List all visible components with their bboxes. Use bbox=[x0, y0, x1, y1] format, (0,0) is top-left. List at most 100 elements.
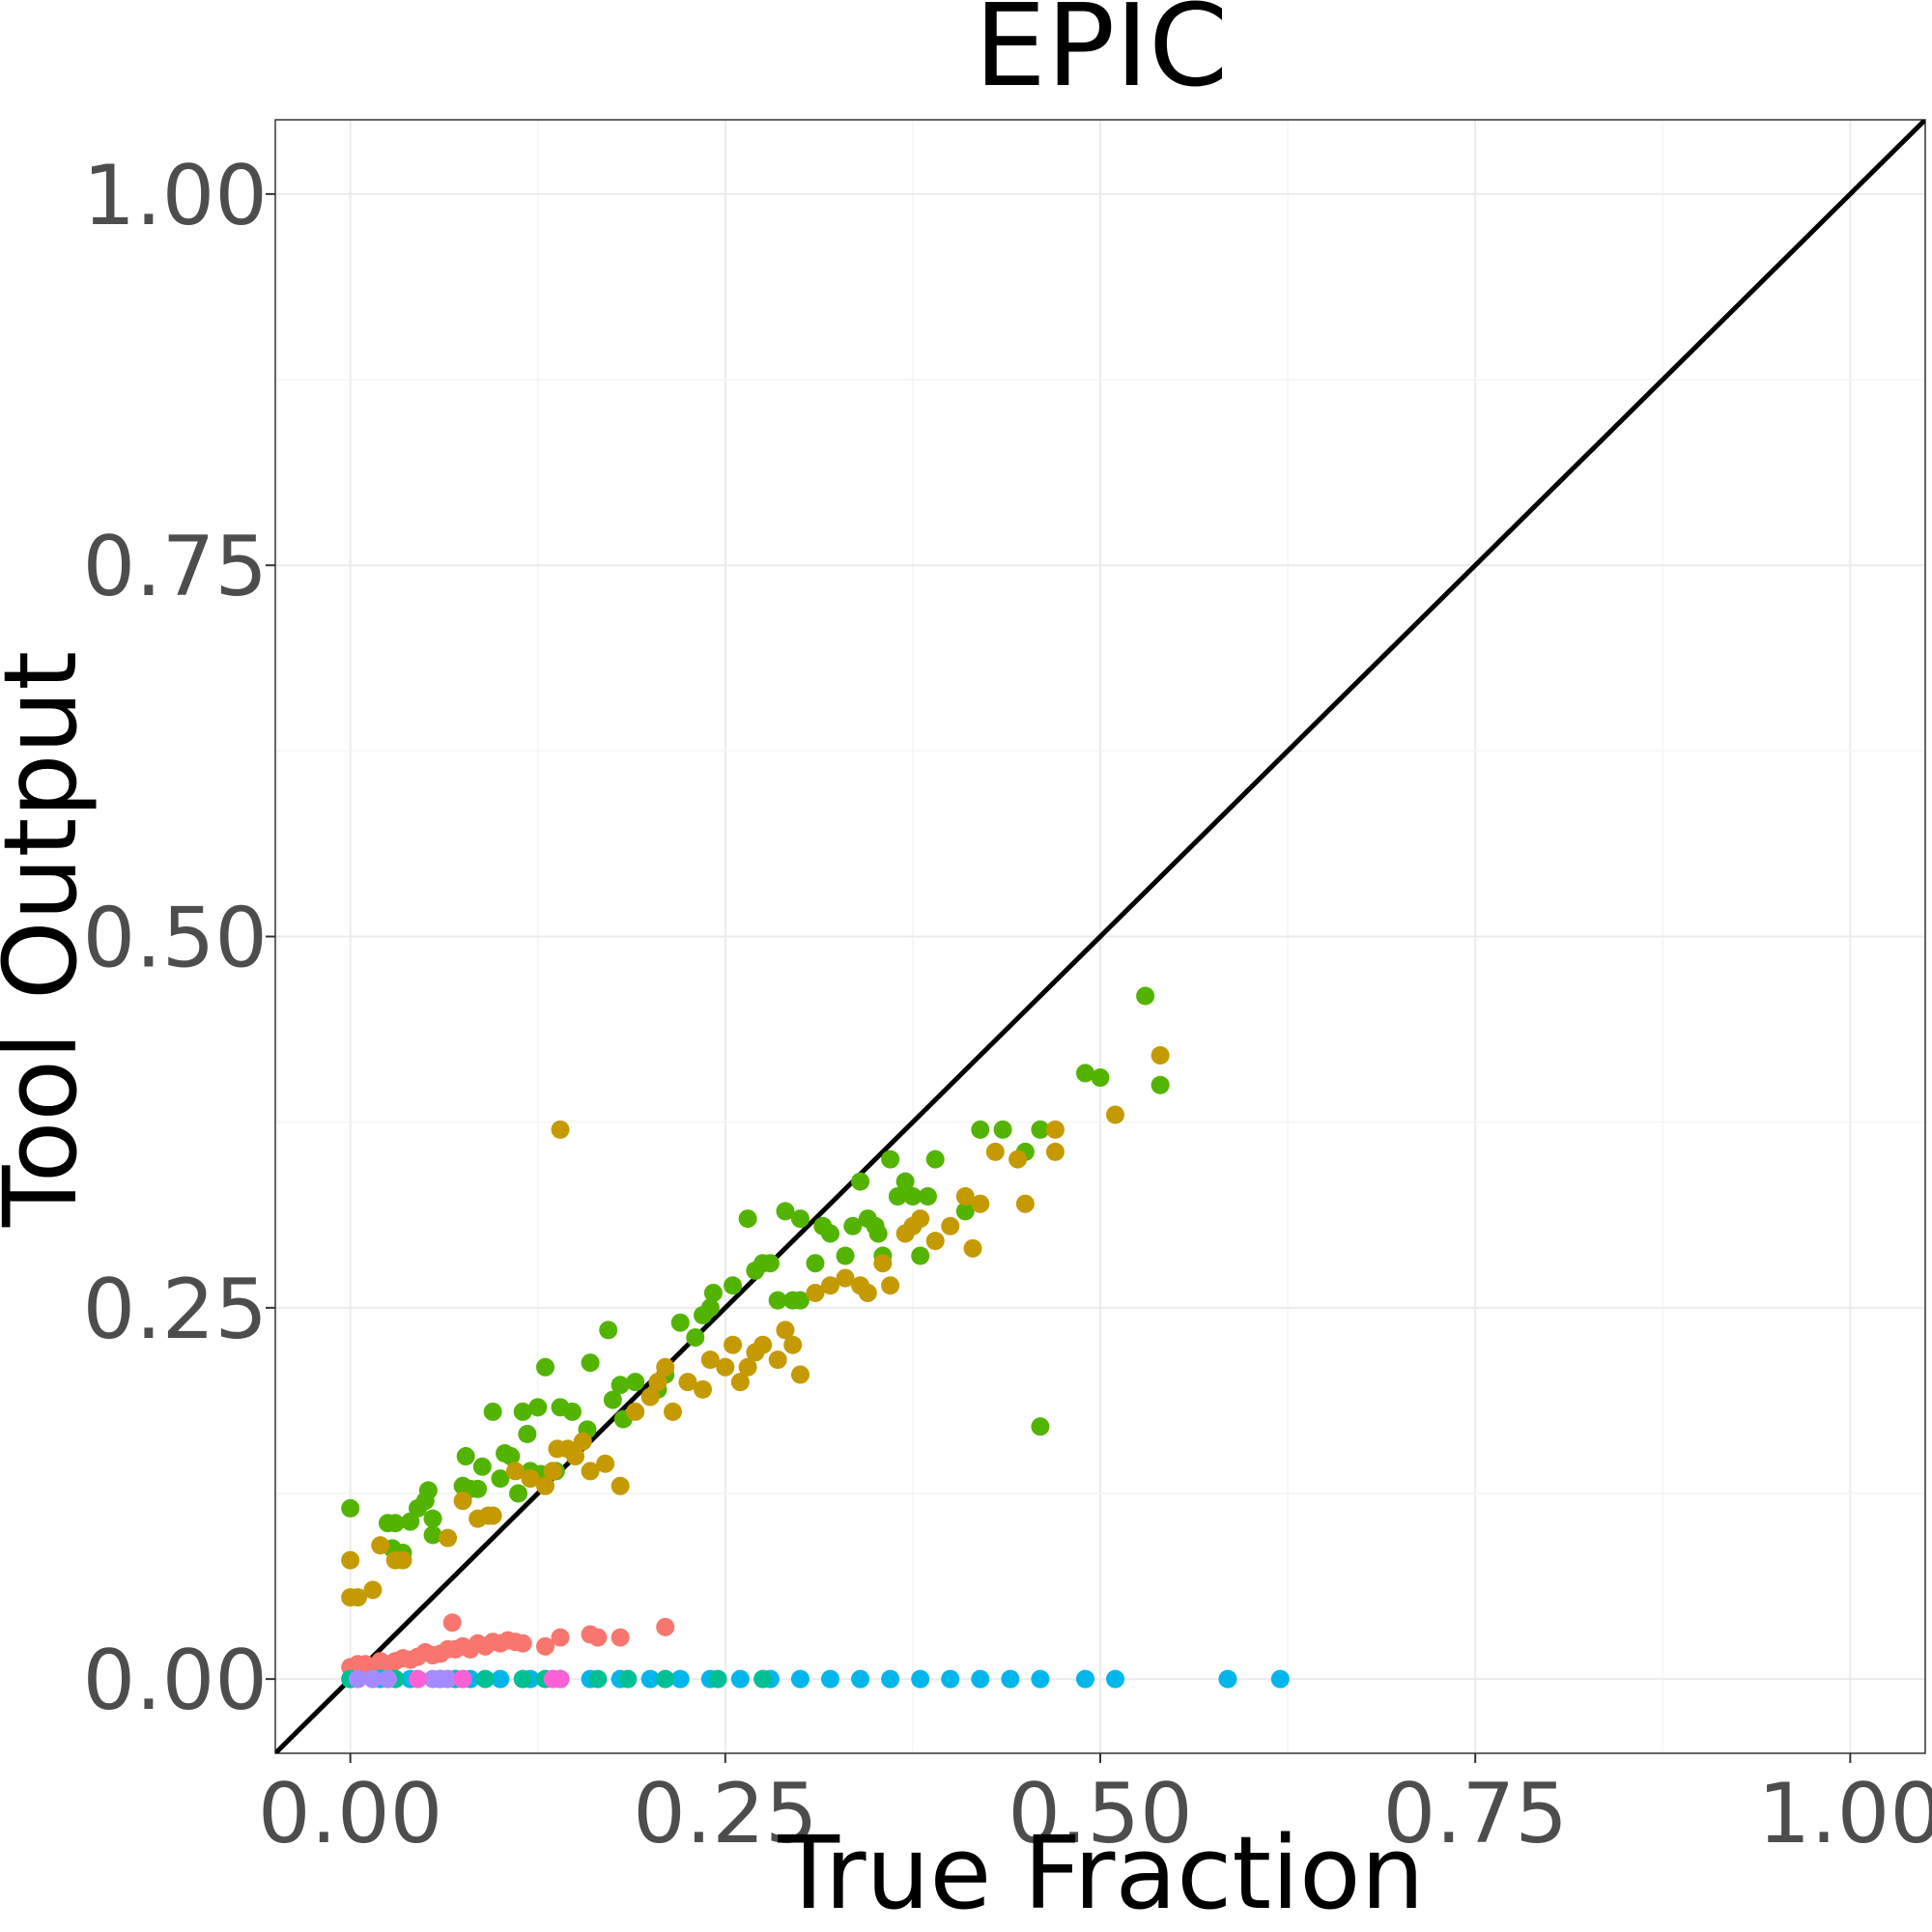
data-point bbox=[513, 1634, 532, 1653]
data-point bbox=[971, 1194, 990, 1213]
data-point bbox=[881, 1276, 900, 1295]
data-point bbox=[401, 1512, 420, 1531]
data-point bbox=[851, 1172, 870, 1191]
data-point bbox=[528, 1398, 548, 1417]
data-point bbox=[618, 1669, 638, 1689]
data-point bbox=[821, 1669, 840, 1689]
data-point bbox=[393, 1550, 412, 1570]
data-point bbox=[566, 1447, 585, 1466]
data-point bbox=[475, 1669, 495, 1689]
data-point bbox=[768, 1350, 787, 1370]
x-tick-label: 1.00 bbox=[1758, 1766, 1932, 1862]
data-point bbox=[509, 1484, 528, 1503]
data-point bbox=[453, 1492, 472, 1511]
x-axis-label: True Fraction bbox=[777, 1814, 1424, 1932]
data-point bbox=[868, 1224, 888, 1243]
x-tick-label: 0.25 bbox=[633, 1766, 817, 1862]
data-point bbox=[738, 1357, 757, 1377]
data-point bbox=[371, 1536, 390, 1555]
data-point bbox=[703, 1283, 723, 1302]
data-point bbox=[1045, 1120, 1065, 1139]
data-point bbox=[472, 1457, 492, 1476]
data-point bbox=[716, 1357, 735, 1377]
chart-title: EPIC bbox=[975, 0, 1229, 112]
data-point bbox=[418, 1481, 438, 1500]
data-point bbox=[790, 1365, 810, 1384]
data-point bbox=[1091, 1068, 1110, 1088]
data-point bbox=[348, 1669, 367, 1689]
x-tick-label: 0.00 bbox=[258, 1766, 442, 1862]
x-tick-label: 0.50 bbox=[1008, 1766, 1192, 1862]
data-point bbox=[551, 1120, 570, 1139]
data-point bbox=[640, 1387, 660, 1406]
data-point bbox=[513, 1669, 532, 1689]
y-tick-label: 0.50 bbox=[83, 891, 268, 987]
data-point bbox=[378, 1669, 397, 1689]
data-point bbox=[881, 1150, 900, 1169]
data-point bbox=[806, 1283, 825, 1302]
data-point bbox=[881, 1669, 900, 1689]
data-point bbox=[836, 1268, 855, 1288]
data-point bbox=[918, 1187, 937, 1207]
data-point bbox=[535, 1357, 554, 1377]
data-point bbox=[1270, 1669, 1290, 1689]
data-point bbox=[513, 1402, 532, 1421]
data-point bbox=[596, 1454, 615, 1473]
data-point bbox=[686, 1328, 705, 1348]
data-point bbox=[821, 1224, 840, 1243]
data-points bbox=[341, 986, 1290, 1689]
data-point bbox=[895, 1172, 915, 1191]
data-point bbox=[724, 1335, 743, 1354]
data-point bbox=[1031, 1417, 1050, 1436]
data-point bbox=[483, 1506, 502, 1525]
y-tick-label: 0.75 bbox=[83, 519, 268, 615]
data-point bbox=[603, 1390, 622, 1409]
data-point bbox=[626, 1402, 645, 1421]
data-point bbox=[363, 1669, 383, 1689]
data-point bbox=[1075, 1669, 1094, 1689]
data-point bbox=[505, 1462, 525, 1481]
data-point bbox=[442, 1613, 462, 1633]
data-point bbox=[963, 1238, 982, 1258]
data-point bbox=[911, 1669, 930, 1689]
data-point bbox=[790, 1209, 810, 1229]
data-point bbox=[790, 1669, 810, 1689]
data-point bbox=[783, 1335, 803, 1354]
data-point bbox=[1001, 1669, 1020, 1689]
data-point bbox=[562, 1402, 582, 1421]
data-point bbox=[363, 1580, 383, 1600]
data-point bbox=[348, 1588, 367, 1607]
data-point bbox=[656, 1669, 675, 1689]
data-point bbox=[1015, 1194, 1035, 1213]
data-point bbox=[640, 1669, 660, 1689]
data-point bbox=[423, 1509, 442, 1528]
data-point bbox=[663, 1402, 682, 1421]
data-point bbox=[573, 1432, 592, 1451]
data-point bbox=[836, 1246, 855, 1265]
data-point bbox=[521, 1469, 540, 1489]
data-point bbox=[588, 1669, 608, 1689]
y-tick-label: 0.25 bbox=[83, 1262, 268, 1358]
data-point bbox=[776, 1321, 795, 1340]
y-tick-label: 1.00 bbox=[83, 148, 268, 244]
data-point bbox=[888, 1187, 907, 1207]
data-point bbox=[1136, 986, 1155, 1006]
data-point bbox=[806, 1254, 825, 1273]
data-point bbox=[985, 1142, 1005, 1161]
data-point bbox=[955, 1202, 975, 1221]
data-point bbox=[738, 1209, 757, 1229]
data-point bbox=[648, 1373, 668, 1392]
data-point bbox=[501, 1447, 521, 1466]
data-point bbox=[730, 1373, 750, 1392]
data-point bbox=[551, 1669, 570, 1689]
data-point bbox=[941, 1216, 960, 1236]
data-point bbox=[656, 1357, 675, 1377]
data-point bbox=[483, 1402, 502, 1421]
data-point bbox=[469, 1479, 488, 1498]
y-axis-ticks: 0.00 0.25 0.50 0.75 1.00 bbox=[83, 148, 275, 1729]
data-point bbox=[423, 1525, 442, 1545]
data-point bbox=[724, 1276, 743, 1295]
data-point bbox=[385, 1514, 405, 1533]
x-axis-ticks: 0.00 0.25 0.50 0.75 1.00 bbox=[258, 1753, 1932, 1862]
